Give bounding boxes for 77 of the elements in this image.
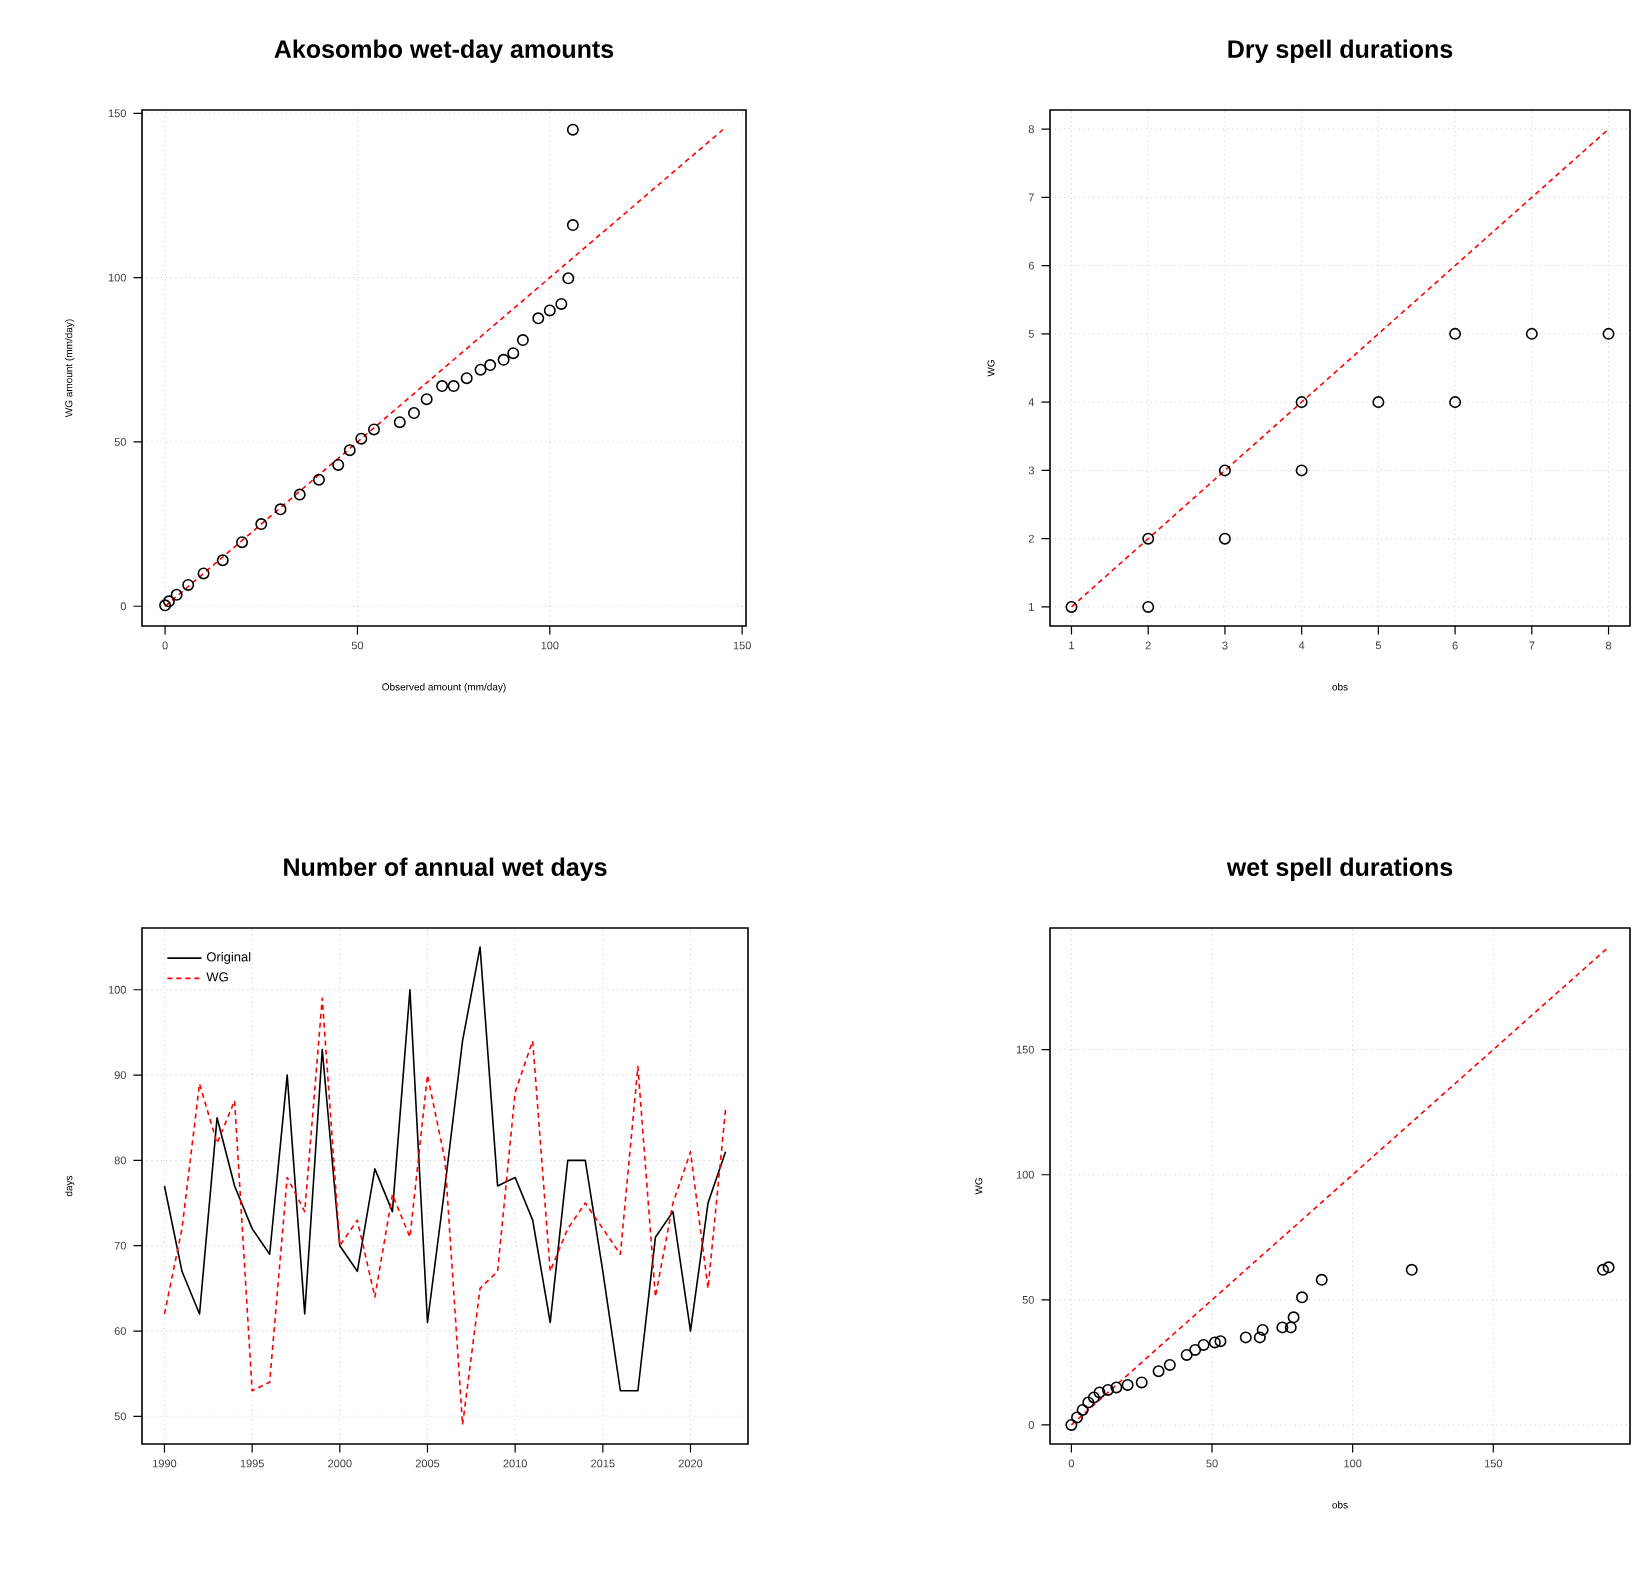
point [393,416,406,429]
point [1253,1331,1266,1344]
point [1197,1338,1210,1351]
point [1315,1273,1328,1286]
point [1065,600,1078,613]
point [1218,532,1231,545]
point [555,297,568,310]
point [1071,1411,1084,1424]
point [274,503,287,516]
point [1142,600,1155,613]
chart-title: Dry spell durations [1228,39,1453,63]
point [1295,396,1308,409]
point [1284,1321,1297,1334]
point [1189,1343,1202,1356]
point [1135,1376,1148,1389]
point [159,599,172,612]
point [1276,1321,1289,1334]
point [1218,464,1231,477]
point [1152,1365,1165,1378]
point [1087,1391,1100,1404]
point [1239,1331,1252,1344]
point [1121,1378,1134,1391]
point [497,353,510,366]
point [1142,532,1155,545]
chart-title: Number of annual wet days [284,857,607,881]
point [532,312,545,325]
point [436,380,449,393]
point [1076,1403,1089,1416]
point [507,347,520,360]
point [408,407,420,420]
point [293,488,306,501]
point [1296,1291,1309,1304]
point [1372,396,1385,409]
point [566,219,579,232]
point [312,473,325,486]
line-series [163,946,727,1392]
chart-title: Akosombo wet-day amounts [274,39,614,63]
point [566,123,579,136]
point [162,595,175,608]
point [197,567,210,580]
point [170,588,183,601]
point [367,423,380,436]
point [1449,396,1462,409]
point [516,334,529,347]
point [1065,1418,1078,1431]
point [460,372,473,385]
point [1180,1348,1193,1361]
point [182,578,195,591]
point [1602,327,1615,340]
point [1093,1386,1106,1399]
point [216,554,229,567]
point [1295,464,1308,477]
point [1597,1263,1610,1276]
point [1405,1263,1418,1276]
point [1602,1261,1615,1274]
point [343,444,356,457]
point [332,458,345,471]
point [1256,1323,1269,1336]
point [1110,1381,1123,1394]
point [1525,327,1538,340]
point [484,359,497,372]
point [447,380,460,393]
point [1208,1336,1221,1349]
point [1214,1335,1227,1348]
point [1163,1358,1176,1371]
point [474,363,487,376]
point [1287,1311,1300,1324]
point [1082,1396,1095,1409]
chart-title: wet spell durations [1226,857,1453,881]
point [1449,327,1462,340]
point [255,518,268,531]
point [236,536,249,549]
point [562,272,575,285]
point [1101,1383,1114,1396]
point [420,393,433,406]
point [355,432,368,445]
point [543,304,556,317]
